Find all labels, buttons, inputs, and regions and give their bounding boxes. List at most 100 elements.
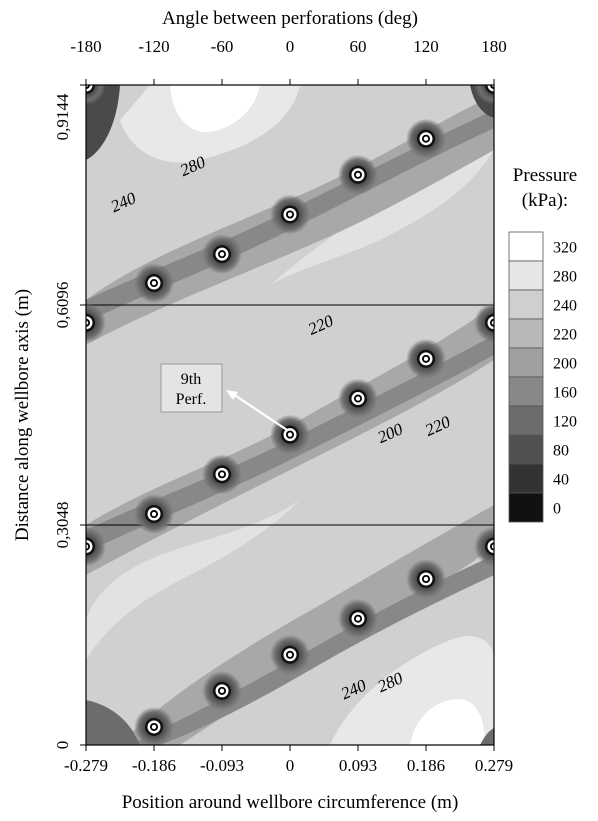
annotation-9th-perf: 9th Perf. [160, 363, 289, 432]
perforation-halo [86, 526, 106, 567]
x-tick-label: 0.279 [475, 756, 513, 775]
top-tick-label: -180 [70, 37, 101, 56]
contour-band-core-lower [130, 555, 494, 745]
legend-swatch [508, 463, 544, 494]
y-tick-label: 0 [53, 741, 72, 750]
legend-label: 40 [553, 472, 569, 489]
top-tick-label: 60 [350, 37, 367, 56]
contour-band-ridge-lower [86, 505, 494, 745]
left-axis-ticks: 0 0,3048 0,6096 0,9144 [53, 84, 86, 750]
legend-label: 80 [553, 443, 569, 460]
x-tick-label: -0.186 [132, 756, 176, 775]
perforation-dot [423, 356, 429, 362]
legend-title-line1: Pressure [513, 165, 577, 186]
perforation-dot [287, 432, 293, 437]
legend-swatch [508, 376, 544, 407]
y-tick-label: 0,9144 [53, 93, 72, 140]
legend-swatch [508, 434, 544, 465]
perforation-dot [287, 652, 293, 657]
legend-label: 320 [553, 240, 577, 257]
perforation-marker [270, 194, 310, 235]
legend-swatch [508, 231, 544, 262]
contour-band-peak-bottomright [410, 699, 485, 745]
annotation-box [160, 363, 223, 413]
perforation-marker [202, 670, 242, 711]
annotation-line1: 9th [181, 371, 201, 388]
contour-band-dark-topleft [86, 85, 120, 160]
perforation-dot [151, 511, 157, 517]
perforation-marker [202, 234, 242, 275]
perforation-marker [270, 634, 310, 675]
perforation-dot [355, 616, 361, 621]
perforation-halo [474, 526, 494, 567]
pressure-legend: Pressure (kPa): 320 280 240 220 200 160 120 80 4… [508, 165, 577, 523]
legend-swatch [508, 289, 544, 320]
perforation-marker [338, 154, 378, 195]
x-tick-label: -0.279 [64, 756, 108, 775]
perforation-marker [474, 526, 494, 567]
top-tick-label: 180 [481, 37, 507, 56]
annotation-arrowhead [226, 390, 238, 400]
perforation-markers [86, 85, 494, 745]
perforation-marker [134, 494, 174, 535]
legend-label: 200 [553, 356, 577, 373]
legend-swatch [508, 260, 544, 291]
x-tick-label: 0.186 [407, 756, 445, 775]
perforation-marker [474, 302, 494, 343]
perforation-dot [423, 136, 429, 141]
perforation-dot [423, 576, 429, 582]
legend-swatch [508, 347, 544, 378]
x-tick-label: -0.093 [200, 756, 244, 775]
perforation-marker [202, 454, 242, 495]
perforation-marker [338, 598, 378, 639]
y-tick-label: 0,6096 [53, 282, 72, 329]
x-tick-label: 0.093 [339, 756, 377, 775]
perforation-dot [287, 212, 293, 217]
legend-label: 240 [553, 298, 577, 315]
perforation-dot [355, 172, 361, 177]
perforation-marker [134, 706, 174, 745]
annotation-arrow [229, 391, 289, 432]
perforation-marker [406, 558, 446, 599]
y-tick-label: 0,3048 [53, 502, 72, 549]
perforation-marker [406, 338, 446, 379]
contour-band-dark-bottomright [480, 728, 494, 745]
perforation-marker [134, 263, 174, 304]
perforation-marker [86, 85, 106, 105]
perforation-dot [219, 472, 225, 477]
contour-band-high-left [86, 500, 300, 660]
legend-swatch [508, 405, 544, 436]
top-tick-label: 120 [413, 37, 439, 56]
legend-label: 120 [553, 414, 577, 431]
perforation-marker [406, 118, 446, 159]
perforation-dot [219, 251, 225, 257]
perforation-dot [219, 688, 225, 694]
perforation-marker [474, 85, 494, 105]
contour-band-dark-bottomleft [86, 700, 140, 745]
bottom-axis-title: Position around wellbore circumference (… [122, 792, 459, 813]
top-axis-title: Angle between perforations (deg) [162, 8, 418, 29]
contour-band-peak-topleft [170, 85, 260, 133]
legend-label: 160 [553, 385, 577, 402]
legend-swatch [508, 492, 544, 523]
bottom-axis-ticks: -0.279 -0.186 -0.093 0 0.093 0.186 0.279 [64, 745, 513, 775]
annotation-line2: Perf. [176, 391, 207, 408]
legend-label: 220 [553, 327, 577, 344]
perforation-marker [338, 378, 378, 419]
perforation-dot [151, 280, 157, 286]
top-axis-ticks: -180 -120 -60 0 60 120 180 [70, 37, 507, 85]
top-tick-label: -60 [211, 37, 234, 56]
perforation-marker [86, 302, 106, 343]
perforation-dot [151, 724, 157, 730]
top-tick-label: -120 [138, 37, 169, 56]
legend-swatch [508, 318, 544, 349]
x-tick-label: 0 [286, 756, 295, 775]
legend-title-line2: (kPa): [522, 190, 568, 211]
perforation-halo [474, 302, 494, 343]
legend-label: 0 [553, 501, 561, 518]
perforation-dot [355, 396, 361, 401]
legend-label: 280 [553, 269, 577, 286]
top-tick-label: 0 [286, 37, 295, 56]
perforation-marker [270, 414, 310, 455]
